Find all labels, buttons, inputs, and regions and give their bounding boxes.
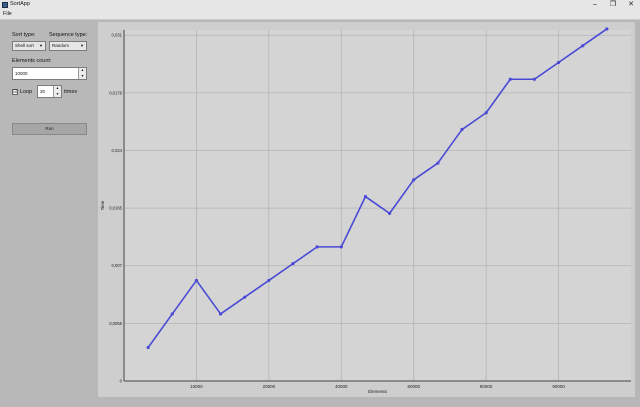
chevron-down-icon: ▼	[39, 43, 43, 48]
sequence-type-value: Random	[52, 43, 70, 48]
data-point	[436, 161, 440, 165]
x-tick-label: 20000	[263, 384, 276, 389]
data-point	[412, 178, 416, 182]
x-tick-label: 80000	[480, 384, 493, 389]
y-tick-label: 0,007	[112, 263, 123, 268]
data-point	[146, 345, 150, 350]
data-point	[339, 245, 343, 249]
app-icon	[2, 2, 8, 8]
x-tick-label: 40000	[335, 384, 348, 389]
y-tick-label: 0	[120, 379, 123, 384]
x-tick-label: 60000	[407, 384, 420, 389]
data-point	[194, 278, 199, 283]
maximize-button[interactable]: ❐	[609, 1, 617, 8]
line-chart: 10000 20000 40000 60000 80000 90000 0 0,0055 0,0…	[100, 27, 631, 394]
elements-count-value: 10000	[15, 71, 28, 76]
y-tick-label: 0,024	[112, 148, 123, 153]
elements-count-stepper[interactable]: ▲ ▼	[78, 68, 86, 79]
loop-label: Loop	[20, 89, 33, 95]
menu-bar: File	[0, 10, 640, 20]
y-tick-label: 0,031	[112, 33, 123, 38]
title-bar: SortApp – ❐ ✕	[0, 0, 640, 10]
elements-count-label: Elements count:	[12, 58, 52, 64]
data-point	[508, 77, 512, 81]
sequence-type-label: Sequence type:	[49, 32, 88, 38]
x-axis-label: Elements	[368, 389, 388, 394]
y-tick-label: 0,0165	[109, 206, 122, 211]
sort-type-label: Sort type:	[12, 32, 36, 38]
data-point	[581, 44, 585, 48]
y-tick-label: 0,0176	[109, 90, 122, 95]
times-label: times	[64, 89, 78, 95]
data-point	[556, 60, 561, 65]
data-point	[267, 278, 271, 283]
data-point	[532, 77, 537, 81]
data-point	[363, 194, 368, 199]
spin-up-icon[interactable]: ▲	[80, 68, 85, 72]
series-line	[147, 28, 608, 348]
x-tick-label: 10000	[190, 384, 203, 389]
spin-down-icon[interactable]: ▼	[55, 91, 60, 96]
loop-checkbox[interactable]: ☑	[12, 89, 18, 95]
data-point	[291, 262, 295, 266]
data-point	[605, 27, 609, 31]
sort-type-value: Shell sort	[15, 43, 34, 48]
y-tick-label: 0,0055	[109, 321, 122, 326]
x-tick-label: 90000	[552, 384, 565, 389]
window-title: SortApp	[10, 1, 30, 7]
close-button[interactable]: ✕	[628, 1, 634, 8]
sequence-type-select[interactable]: Random ▼	[49, 41, 87, 51]
sort-type-select[interactable]: Shell sort ▼	[12, 41, 46, 51]
data-point	[315, 245, 319, 249]
data-point	[484, 111, 488, 115]
loop-count-value: 30	[40, 89, 46, 94]
loop-count-input[interactable]: 30 ▲ ▼	[37, 85, 62, 98]
control-panel: Sort type: Sequence type: Shell sort ▼ R…	[0, 20, 96, 407]
elements-count-input[interactable]: 10000 ▲ ▼	[12, 67, 87, 80]
y-axis-label: Time	[100, 200, 105, 210]
chart-area: 10000 20000 40000 60000 80000 90000 0 0,0055 0,0…	[98, 22, 635, 397]
minimize-button[interactable]: –	[593, 1, 597, 8]
data-point	[460, 127, 464, 132]
menu-file[interactable]: File	[3, 11, 12, 17]
data-point	[243, 295, 247, 299]
data-point	[387, 211, 392, 215]
run-button[interactable]: Run	[12, 123, 87, 135]
spin-down-icon[interactable]: ▼	[80, 73, 85, 78]
chevron-down-icon: ▼	[80, 43, 84, 48]
data-point	[170, 312, 174, 316]
data-point	[218, 312, 223, 316]
loop-count-stepper[interactable]: ▲ ▼	[53, 86, 61, 97]
spin-up-icon[interactable]: ▲	[55, 86, 60, 90]
